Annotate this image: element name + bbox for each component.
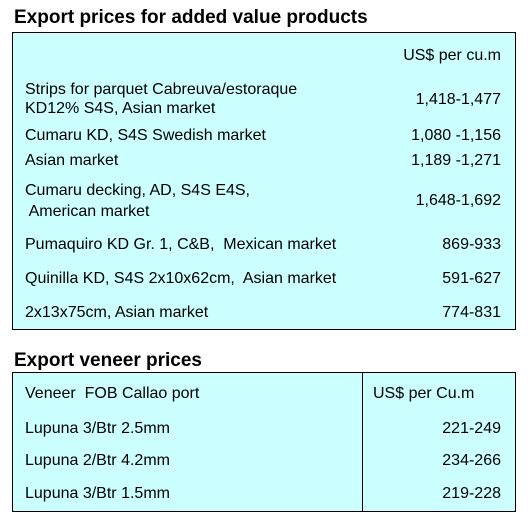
veneer-label: Lupuna 3/Btr 1.5mm	[25, 485, 170, 502]
veneer-title: Export veneer prices	[14, 350, 202, 371]
price-value: 1,189 -1,271	[411, 152, 501, 169]
price-value: 234-266	[442, 452, 501, 469]
price-value: 221-249	[442, 420, 501, 437]
price-value: 869-933	[442, 236, 501, 253]
price-value: 1,418-1,477	[415, 91, 501, 108]
added-value-table: US$ per cu.m Strips for parquet Cabreuva…	[12, 32, 516, 330]
product-label-cont: American market	[25, 203, 150, 220]
price-value: 1,648-1,692	[415, 192, 501, 209]
veneer-label: Lupuna 2/Btr 4.2mm	[25, 452, 170, 469]
product-label: 2x13x75cm, Asian market	[25, 304, 209, 321]
product-label-cont: KD12% S4S, Asian market	[25, 100, 216, 117]
product-label: Cumaru KD, S4S Swedish market	[25, 127, 266, 144]
veneer-table: Veneer FOB Callao port US$ per Cu.m Lupu…	[12, 372, 516, 512]
veneer-label: Lupuna 3/Btr 2.5mm	[25, 420, 170, 437]
product-label: Cumaru decking, AD, S4S E4S,	[25, 182, 250, 199]
product-label: Quinilla KD, S4S 2x10x62cm, Asian market	[25, 270, 337, 287]
product-label: Strips for parquet Cabreuva/estoraque	[25, 81, 298, 98]
price-value: 591-627	[442, 270, 501, 287]
price-value: 219-228	[442, 485, 501, 502]
unit-header: US$ per cu.m	[403, 47, 501, 64]
product-label: Asian market	[25, 152, 119, 169]
veneer-unit-header: US$ per Cu.m	[373, 385, 475, 402]
column-divider	[362, 373, 363, 511]
price-value: 1,080 -1,156	[411, 127, 501, 144]
product-label: Pumaquiro KD Gr. 1, C&B, Mexican market	[25, 236, 337, 253]
veneer-header-label: Veneer FOB Callao port	[25, 385, 200, 402]
price-value: 774-831	[442, 304, 501, 321]
added-value-title: Export prices for added value products	[14, 7, 368, 28]
